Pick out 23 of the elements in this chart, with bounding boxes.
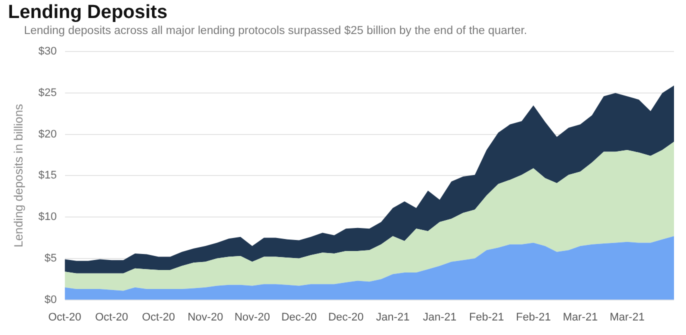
x-tick-label: Oct-20 [48, 311, 82, 324]
x-tick-label: Oct-20 [95, 311, 128, 324]
chart-title: Lending Deposits [8, 2, 168, 24]
y-tick-label: $0 [44, 294, 57, 306]
y-tick-label: $10 [38, 211, 57, 224]
x-tick-label: Mar-21 [610, 311, 645, 324]
chart-subtitle: Lending deposits across all major lending protocols surpassed $25 billion by the end of the quarter. [24, 25, 528, 37]
y-tick-label: $20 [38, 128, 57, 140]
x-tick-label: Mar-21 [562, 311, 598, 324]
y-tick-label: $30 [38, 46, 57, 58]
y-axis-title: Lending deposits in billions [12, 104, 26, 248]
x-tick-label: Dec-20 [281, 311, 317, 324]
x-tick-label: Feb-21 [469, 311, 504, 324]
x-tick-label: Jan-21 [422, 311, 456, 324]
y-tick-label: $5 [44, 252, 57, 264]
x-tick-label: Jan-21 [376, 311, 410, 324]
x-tick-label: Nov-20 [234, 311, 270, 324]
y-tick-label: $25 [38, 87, 57, 99]
y-tick-label: $15 [38, 170, 57, 182]
x-tick-label: Feb-21 [516, 311, 551, 324]
x-tick-label: Dec-20 [328, 311, 364, 324]
x-tick-label: Nov-20 [188, 311, 224, 324]
x-tick-label: Oct-20 [142, 311, 175, 324]
